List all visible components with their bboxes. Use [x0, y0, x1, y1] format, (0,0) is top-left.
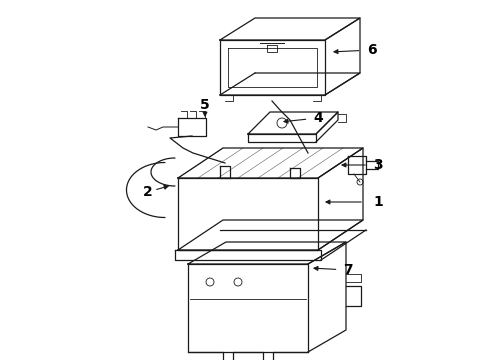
Text: 5: 5 — [200, 98, 210, 112]
Text: 2: 2 — [143, 185, 153, 199]
Text: 7: 7 — [343, 263, 353, 277]
Text: 6: 6 — [367, 43, 377, 57]
Text: 4: 4 — [313, 111, 323, 125]
Text: 1: 1 — [373, 195, 383, 209]
Text: 3: 3 — [373, 158, 383, 172]
